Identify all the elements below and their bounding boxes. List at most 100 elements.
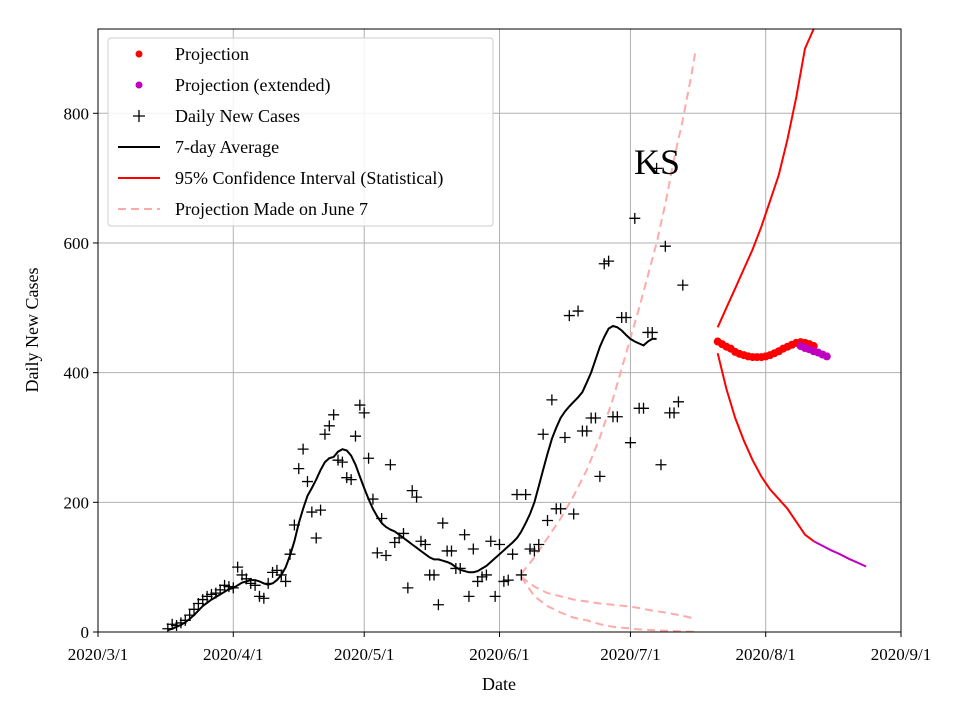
- legend-dot-symbol: [135, 50, 143, 58]
- daily-case-marker: [328, 409, 340, 421]
- daily-case-marker: [533, 538, 545, 550]
- daily-case-marker: [598, 258, 610, 270]
- ci-lower-line: [716, 352, 815, 543]
- daily-case-marker: [179, 614, 191, 626]
- daily-case-marker: [463, 590, 475, 602]
- daily-case-marker: [524, 543, 536, 555]
- daily-case-marker: [428, 569, 440, 581]
- daily-case-marker: [594, 470, 606, 482]
- daily-case-marker: [284, 548, 296, 560]
- daily-case-marker: [419, 538, 431, 550]
- daily-case-marker: [485, 535, 497, 547]
- daily-case-marker: [293, 463, 305, 475]
- daily-case-marker: [411, 491, 423, 503]
- legend-dot-symbol: [135, 81, 143, 89]
- legend-box: [107, 37, 494, 227]
- daily-case-marker: [393, 532, 405, 544]
- daily-case-marker: [371, 547, 383, 559]
- daily-case-marker: [201, 590, 213, 602]
- daily-case-marker: [546, 394, 558, 406]
- daily-case-marker: [227, 582, 239, 594]
- daily-case-marker: [367, 493, 379, 505]
- daily-case-marker: [245, 577, 257, 589]
- june7-projection-lower-line: [520, 576, 696, 632]
- daily-case-marker: [175, 617, 187, 629]
- x-tick-label: 2020/7/1: [600, 645, 660, 664]
- daily-case-marker: [363, 452, 375, 464]
- y-tick-label: 800: [64, 104, 90, 123]
- daily-case-marker: [341, 472, 353, 484]
- x-tick-label: 2020/6/1: [469, 645, 529, 664]
- daily-case-marker: [166, 618, 178, 630]
- daily-case-marker: [384, 459, 396, 471]
- daily-case-marker: [332, 454, 344, 466]
- daily-case-marker: [520, 489, 532, 501]
- daily-case-marker: [668, 407, 680, 419]
- daily-case-marker: [555, 503, 567, 515]
- daily-case-marker: [397, 527, 409, 539]
- daily-case-marker: [406, 485, 418, 497]
- daily-case-marker: [297, 443, 309, 455]
- daily-case-marker: [315, 504, 327, 516]
- daily-case-marker: [638, 402, 650, 414]
- y-tick-label: 0: [81, 623, 90, 642]
- daily-case-marker: [537, 428, 549, 440]
- daily-case-marker: [646, 326, 658, 338]
- daily-case-marker: [262, 577, 274, 589]
- daily-case-marker: [568, 508, 580, 520]
- seven-day-average-line: [167, 324, 657, 632]
- daily-case-marker: [629, 212, 641, 224]
- daily-case-marker: [437, 517, 449, 529]
- daily-case-marker: [581, 425, 593, 437]
- y-axis-label: Daily New Cases: [22, 268, 42, 393]
- daily-case-marker: [188, 603, 200, 615]
- daily-case-marker: [240, 573, 252, 585]
- state-label: KS: [634, 142, 680, 182]
- daily-case-marker: [476, 571, 488, 583]
- legend-label: 7-day Average: [175, 137, 279, 157]
- legend-label: Projection Made on June 7: [175, 199, 368, 219]
- daily-case-marker: [336, 456, 348, 468]
- daily-case-marker: [253, 590, 265, 602]
- daily-case-marker: [624, 437, 636, 449]
- daily-case-marker: [603, 255, 615, 267]
- daily-case-marker: [184, 609, 196, 621]
- x-tick-label: 2020/5/1: [334, 645, 394, 664]
- daily-case-marker: [214, 584, 226, 596]
- daily-case-marker: [655, 459, 667, 471]
- daily-case-marker: [376, 513, 388, 525]
- daily-case-marker: [402, 582, 414, 594]
- daily-case-marker: [310, 532, 322, 544]
- x-tick-label: 2020/9/1: [871, 645, 931, 664]
- daily-case-marker: [271, 564, 283, 576]
- x-tick-label: 2020/4/1: [203, 645, 263, 664]
- june7-projection-upper-line: [520, 48, 697, 575]
- projection-extended-point: [822, 352, 831, 361]
- daily-case-marker: [249, 579, 261, 591]
- daily-case-marker: [219, 579, 231, 591]
- daily-case-marker: [267, 566, 279, 578]
- axes: 2020/3/1 2020/4/1 2020/5/1 2020/6/1 2020/7/1…: [64, 104, 932, 664]
- daily-case-marker: [590, 412, 602, 424]
- daily-case-marker: [275, 569, 287, 581]
- legend-label: Daily New Cases: [175, 106, 300, 126]
- ci-upper-line: [716, 29, 815, 328]
- legend-label: Projection: [175, 44, 249, 64]
- daily-case-marker: [515, 569, 527, 581]
- daily-case-marker: [306, 506, 318, 518]
- legend-plus-symbol: [133, 110, 145, 122]
- daily-case-marker: [459, 529, 471, 541]
- daily-case-marker: [672, 396, 684, 408]
- legend-label: 95% Confidence Interval (Statistical): [175, 168, 443, 189]
- daily-case-marker: [345, 474, 357, 486]
- y-tick-label: 200: [64, 493, 90, 512]
- y-tick-label: 400: [64, 364, 90, 383]
- daily-case-marker: [349, 430, 361, 442]
- daily-case-marker: [323, 420, 335, 432]
- daily-case-marker: [223, 581, 235, 593]
- daily-case-marker: [319, 428, 331, 440]
- daily-case-marker: [651, 162, 663, 174]
- daily-case-marker: [467, 543, 479, 555]
- daily-case-marker: [472, 575, 484, 587]
- daily-case-marker: [572, 305, 584, 317]
